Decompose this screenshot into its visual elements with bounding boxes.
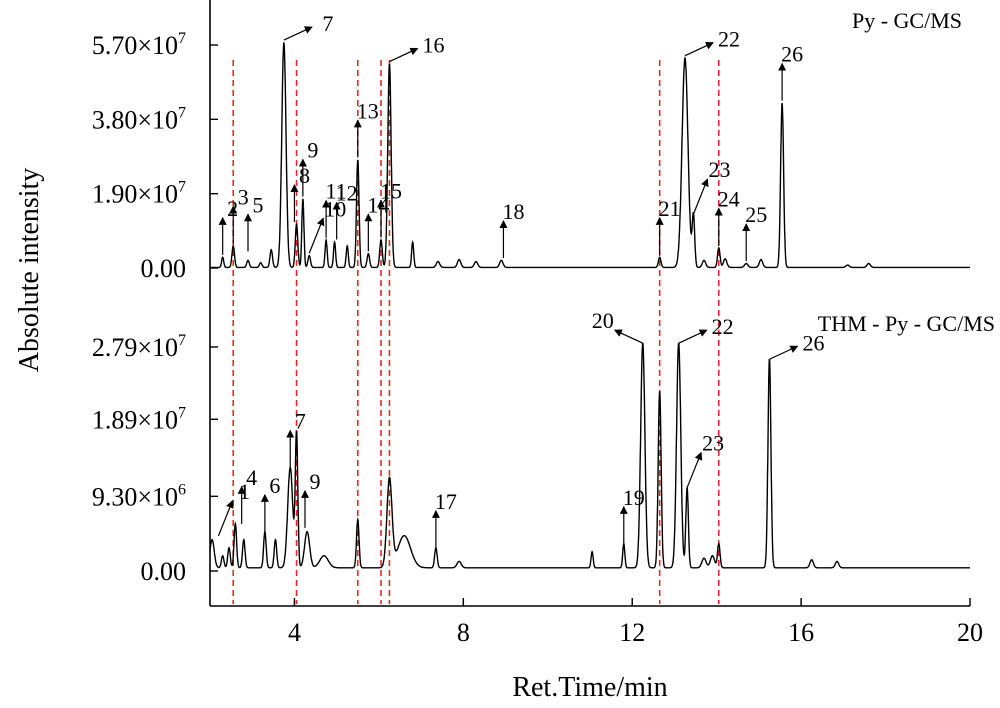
peak-label: 6 <box>269 473 280 498</box>
peak-label: 20 <box>592 308 614 333</box>
panel-label-py: Py - GC/MS <box>852 8 962 33</box>
traces <box>209 42 970 569</box>
peak-arrow <box>678 329 708 344</box>
peak-annotations: 2357891011121314151618212223242526146791… <box>217 11 824 548</box>
peak-label: 21 <box>659 196 681 221</box>
peak-label: 23 <box>708 157 730 182</box>
peak-arrow <box>769 345 799 360</box>
peak-label: 11 <box>326 179 347 204</box>
peak-label: 15 <box>380 179 402 204</box>
peak-arrow <box>217 499 234 537</box>
y-axis-title: Absolute intensity <box>14 168 45 373</box>
peak-arrow <box>686 451 703 488</box>
peak-label: 4 <box>246 465 257 490</box>
peak-arrow <box>613 329 644 344</box>
y-tick-label: 0.00 <box>141 557 187 586</box>
peak-label: 5 <box>253 192 264 217</box>
peak-label: 25 <box>745 202 767 227</box>
peak-label: 16 <box>422 33 444 58</box>
x-tick-label: 4 <box>288 618 301 647</box>
peak-label: 9 <box>310 469 321 494</box>
peak-label: 17 <box>435 489 457 514</box>
peak-label: 18 <box>502 199 524 224</box>
peak-label: 23 <box>702 431 724 456</box>
peak-label: 9 <box>307 138 318 163</box>
y-tick-label: 1.90×107 <box>92 179 186 209</box>
peak-label: 24 <box>718 186 740 211</box>
panel-label-thm: THM - Py - GC/MS <box>818 311 995 336</box>
peak-label: 13 <box>357 98 379 123</box>
trace-py-gcms <box>210 42 970 269</box>
x-tick-label: 8 <box>457 618 470 647</box>
y-tick-label: 9.30×106 <box>92 481 186 511</box>
peak-arrow <box>283 26 313 41</box>
peak-arrow <box>684 42 714 57</box>
peak-label: 19 <box>623 485 645 510</box>
x-tick-label: 20 <box>957 618 983 647</box>
y-tick-label: 0.00 <box>141 254 187 283</box>
peak-label: 7 <box>295 409 306 434</box>
x-tick-label: 12 <box>619 618 645 647</box>
peak-label: 3 <box>238 184 249 209</box>
y-tick-label: 1.89×107 <box>92 404 186 434</box>
trace-thm-py-gcms <box>209 342 970 569</box>
y-tick-label: 5.70×107 <box>92 30 186 60</box>
x-axis-title: Ret.Time/min <box>512 672 667 703</box>
peak-arrow <box>389 47 419 63</box>
peak-label: 7 <box>322 11 333 36</box>
peak-label: 26 <box>802 330 824 355</box>
y-tick-label: 2.79×107 <box>92 332 186 362</box>
labels: Ret.Time/min Absolute intensity Py - GC/… <box>14 8 995 703</box>
peak-arrow <box>308 217 325 254</box>
peak-label: 12 <box>336 181 358 206</box>
peak-arrow <box>692 178 709 215</box>
axes: 4 8 12 16 20 5.70×107 3.80×107 1.90×107 0.00 2.79… <box>92 0 983 647</box>
peak-label: 22 <box>718 27 740 52</box>
peak-label: 22 <box>712 314 734 339</box>
peak-label: 26 <box>781 42 803 67</box>
peak-label: 8 <box>299 163 310 188</box>
y-tick-label: 3.80×107 <box>92 104 186 134</box>
x-tick-label: 16 <box>788 618 814 647</box>
